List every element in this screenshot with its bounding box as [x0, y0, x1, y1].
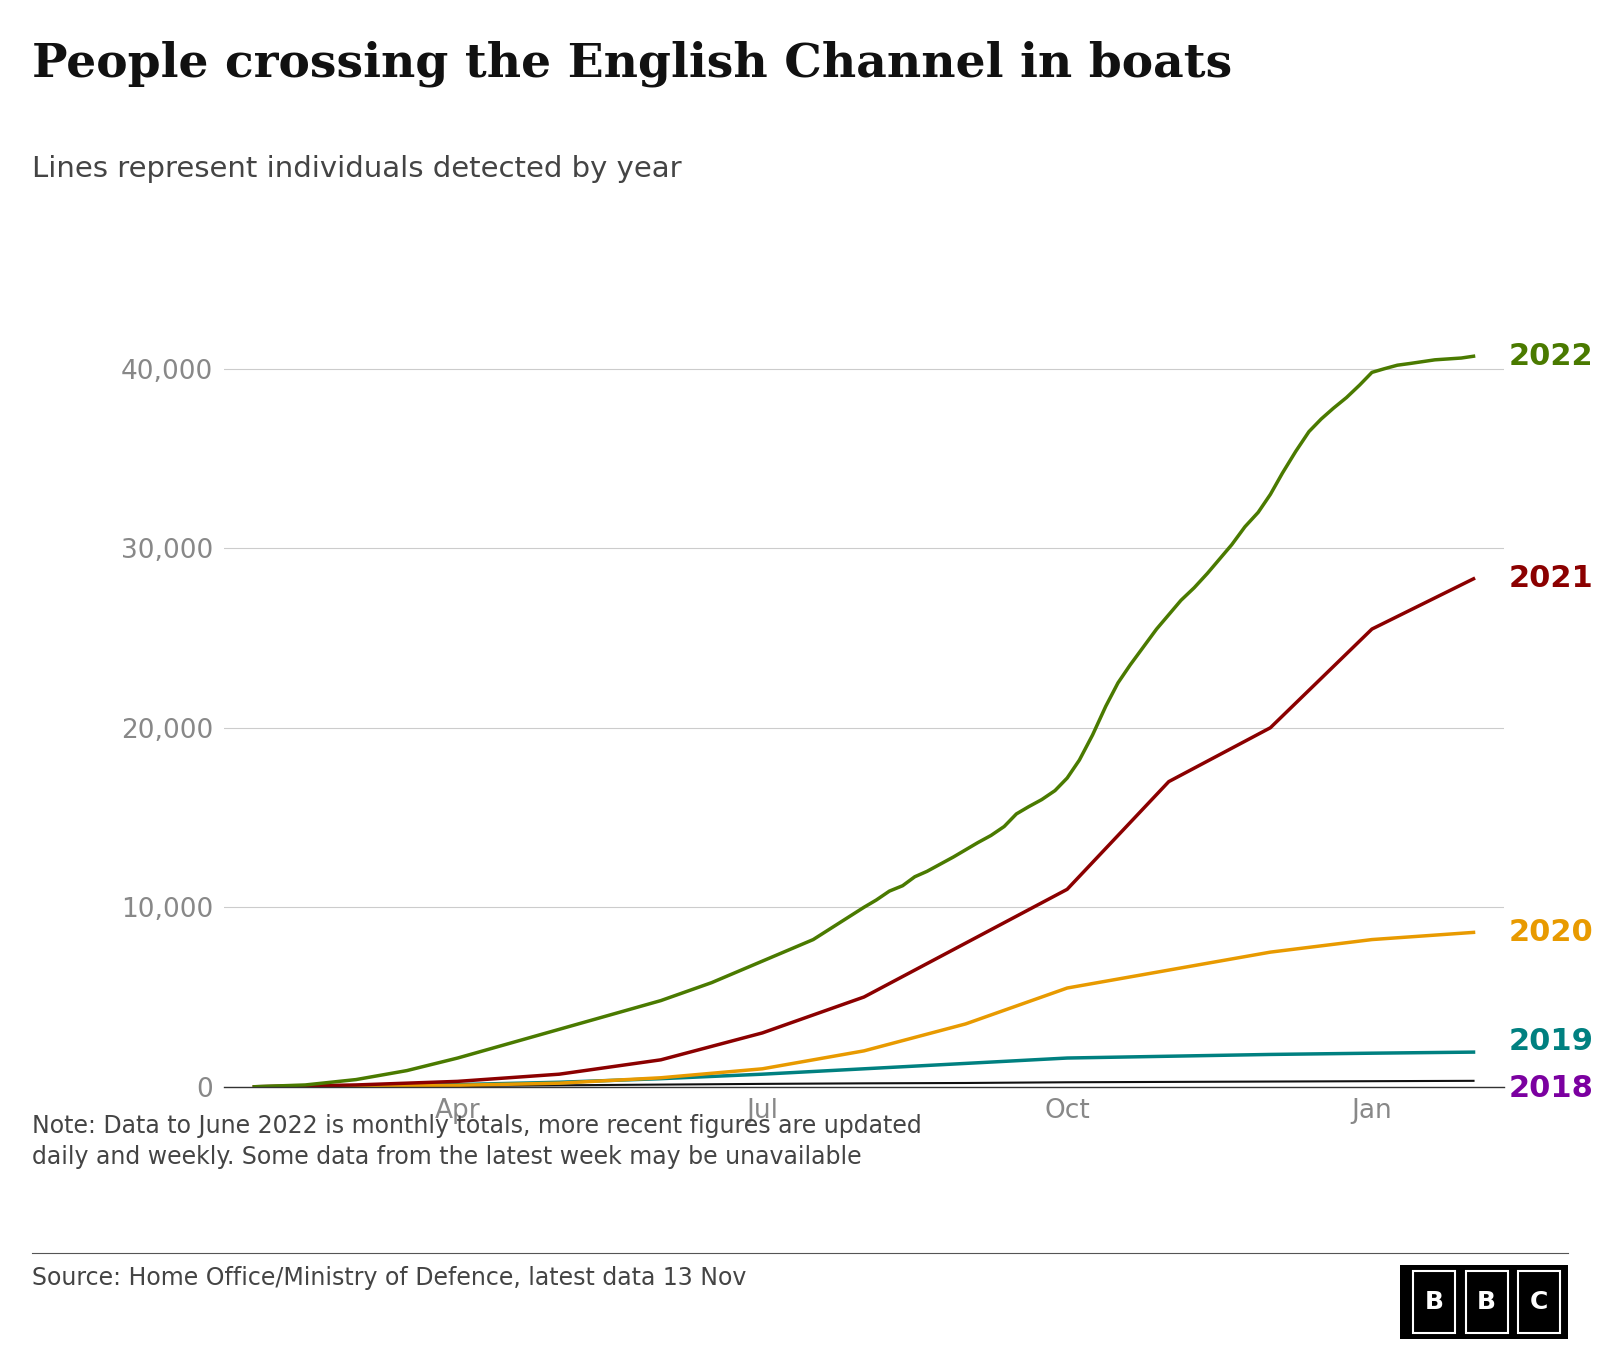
FancyBboxPatch shape [1466, 1270, 1507, 1334]
Text: People crossing the English Channel in boats: People crossing the English Channel in b… [32, 40, 1232, 86]
Text: 2019: 2019 [1509, 1027, 1594, 1056]
Text: Note: Data to June 2022 is monthly totals, more recent figures are updated
daily: Note: Data to June 2022 is monthly total… [32, 1114, 922, 1169]
Text: Source: Home Office/Ministry of Defence, latest data 13 Nov: Source: Home Office/Ministry of Defence,… [32, 1266, 746, 1291]
Text: 2021: 2021 [1509, 564, 1594, 593]
Text: 2018: 2018 [1509, 1073, 1594, 1103]
FancyBboxPatch shape [1413, 1270, 1456, 1334]
Text: B: B [1426, 1291, 1443, 1314]
FancyBboxPatch shape [1517, 1270, 1560, 1334]
Text: B: B [1477, 1291, 1496, 1314]
Text: C: C [1530, 1291, 1547, 1314]
Text: Lines represent individuals detected by year: Lines represent individuals detected by … [32, 155, 682, 184]
Text: 2022: 2022 [1509, 342, 1594, 371]
Text: 2020: 2020 [1509, 918, 1594, 946]
